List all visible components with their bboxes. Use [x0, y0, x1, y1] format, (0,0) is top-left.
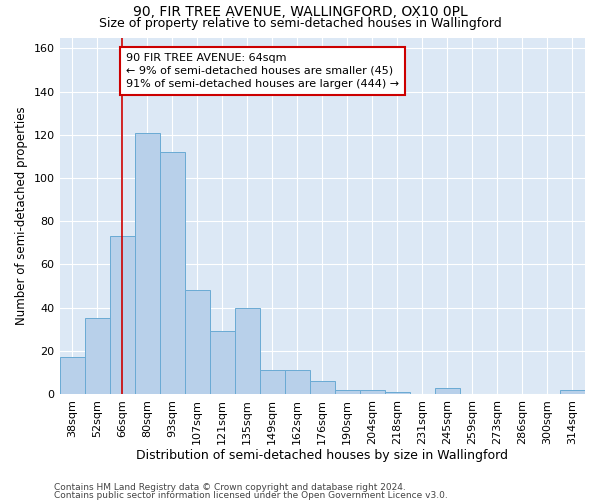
Text: Contains public sector information licensed under the Open Government Licence v3: Contains public sector information licen… — [54, 490, 448, 500]
Bar — [335, 390, 360, 394]
Bar — [435, 388, 460, 394]
Bar — [360, 390, 385, 394]
Text: Size of property relative to semi-detached houses in Wallingford: Size of property relative to semi-detach… — [98, 18, 502, 30]
Text: 90, FIR TREE AVENUE, WALLINGFORD, OX10 0PL: 90, FIR TREE AVENUE, WALLINGFORD, OX10 0… — [133, 5, 467, 19]
Y-axis label: Number of semi-detached properties: Number of semi-detached properties — [15, 106, 28, 325]
Bar — [160, 152, 185, 394]
Text: Contains HM Land Registry data © Crown copyright and database right 2024.: Contains HM Land Registry data © Crown c… — [54, 484, 406, 492]
Bar — [134, 132, 160, 394]
Bar — [560, 390, 585, 394]
Bar — [260, 370, 285, 394]
Bar — [85, 318, 110, 394]
Text: 90 FIR TREE AVENUE: 64sqm
← 9% of semi-detached houses are smaller (45)
91% of s: 90 FIR TREE AVENUE: 64sqm ← 9% of semi-d… — [126, 52, 399, 89]
Bar — [235, 308, 260, 394]
Bar — [285, 370, 310, 394]
Bar — [209, 332, 235, 394]
Bar — [110, 236, 134, 394]
Bar — [185, 290, 209, 394]
Bar — [385, 392, 410, 394]
X-axis label: Distribution of semi-detached houses by size in Wallingford: Distribution of semi-detached houses by … — [136, 450, 508, 462]
Bar — [59, 358, 85, 394]
Bar — [310, 381, 335, 394]
